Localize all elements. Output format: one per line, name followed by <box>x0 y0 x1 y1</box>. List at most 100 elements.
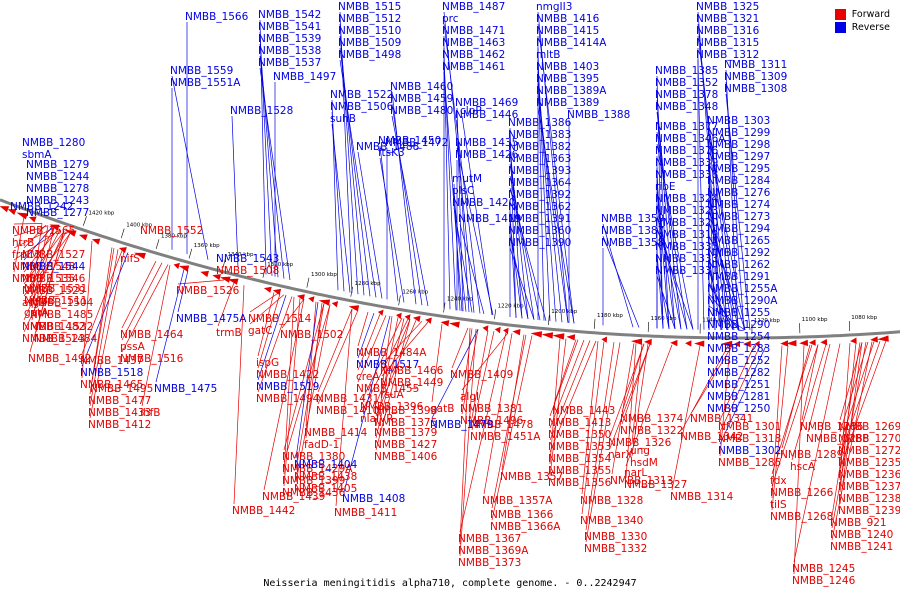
gene-label-crea: creA <box>356 371 380 383</box>
scale-tick-label: 1140 kbp <box>702 318 728 324</box>
gene-label-pssa: pssA <box>120 341 146 353</box>
forward-gene-arrow <box>449 321 460 328</box>
label-connector <box>456 147 494 316</box>
reverse-gene-arrow <box>112 230 115 237</box>
gene-label-nmbb-1280: NMBB_1280 <box>22 137 85 149</box>
label-connector <box>839 342 863 421</box>
gene-label-nmbb-1426: NMBB_1426 <box>455 149 519 161</box>
scale-tick-mark <box>120 228 125 239</box>
gene-label-nmbb-1383: NMBB_1383 <box>508 129 571 141</box>
scale-tick-mark <box>848 321 851 332</box>
label-connector <box>509 163 535 320</box>
gene-label-gatc: gatC <box>248 325 273 337</box>
forward-gene-arrow <box>79 234 88 241</box>
forward-gene-arrow <box>780 340 789 347</box>
gene-label-nmbb-1320: NMBB_1320 <box>655 217 718 229</box>
gene-label-nmbb-1355: NMBB_1355 <box>548 465 611 477</box>
gene-label-nmbb-1449: NMBB_1449 <box>380 377 443 389</box>
scale-tick-label: 1200 kbp <box>551 309 577 315</box>
gene-label-nmbb-1309: NMBB_1309 <box>724 71 787 83</box>
gene-label-nmbb-1485: NMBB_1485 <box>30 309 93 321</box>
forward-gene-arrow <box>220 276 231 283</box>
label-connector <box>391 103 423 306</box>
gene-label-nmbb-1284: NMBB_1284 <box>707 175 771 187</box>
gene-label-narl: narL <box>624 467 647 479</box>
forward-gene-arrow <box>396 312 402 320</box>
label-connector <box>375 319 411 405</box>
label-connector <box>357 315 387 383</box>
gene-label-nmbb-1512: NMBB_1512 <box>338 13 401 25</box>
gene-label-nmbb-1335: NMBB_1335 <box>655 241 718 253</box>
gene-label-nmbb-1450: NMBB_1450 <box>378 135 441 147</box>
gene-label-nmbb-1414: NMBB_1414 <box>304 427 368 439</box>
reverse-gene-arrow <box>433 305 435 313</box>
gene-label-nmbb-1403: NMBB_1403 <box>536 61 599 73</box>
forward-gene-arrow <box>348 305 360 312</box>
label-connector <box>725 93 751 331</box>
gene-label-nmbb-1332: NMBB_1332 <box>584 543 647 555</box>
reverse-gene-arrow <box>44 207 47 214</box>
forward-gene-arrow <box>173 262 180 270</box>
label-connector <box>13 216 25 273</box>
forward-gene-arrow <box>541 332 554 339</box>
gene-label-nmbb-1378: NMBB_1378 <box>655 89 718 101</box>
label-connector <box>357 311 369 347</box>
reverse-gene-arrow <box>344 290 346 297</box>
label-connector <box>81 240 93 379</box>
forward-gene-arrow <box>552 333 565 340</box>
gene-label-nmbb-1475a: NMBB_1475A <box>176 313 247 325</box>
gene-label-nmbb-1382: NMBB_1382 <box>508 141 571 153</box>
gene-label-nmbb-1526: NMBB_1526 <box>176 285 240 297</box>
label-connector <box>585 342 621 543</box>
label-connector <box>121 262 163 341</box>
forward-gene-arrow <box>482 325 489 332</box>
gene-label-nmbb-1471: NMBB_1471 <box>442 25 505 37</box>
gene-label-algi: algI <box>460 391 479 403</box>
gene-label-nmbb-1286: NMBB_1286 <box>800 421 864 433</box>
label-connector <box>631 343 643 445</box>
gene-label-nmbb-1415: NMBB_1415 <box>536 25 599 37</box>
gene-label-nmbb-1405: NMBB_1405 <box>294 483 357 495</box>
reverse-gene-arrow <box>461 309 463 317</box>
label-connector <box>317 309 359 405</box>
label-connector <box>451 327 469 369</box>
gene-label-nmbb-1270: NMBB_1270 <box>838 433 900 445</box>
gene-label-nmbb-1408: NMBB_1408 <box>342 493 405 505</box>
label-connector <box>375 319 411 451</box>
gene-label-nmbb-1290: NMBB_1290 <box>707 319 770 331</box>
gene-label-nmbb-1324: NMBB_1324 <box>655 193 719 205</box>
gene-label-nmbb-1375: NMBB_1375 <box>374 417 437 429</box>
scale-tick-mark <box>188 248 193 259</box>
label-connector <box>13 225 49 237</box>
gene-label-nmbb-1389a: NMBB_1389A <box>536 85 607 97</box>
gene-label-gatb: gatB <box>430 403 454 415</box>
gene-label-nmbb-1559: NMBB_1559 <box>170 65 233 77</box>
gene-arrows <box>0 206 889 348</box>
gene-label-nmbb-1366: NMBB_1366 <box>490 509 554 521</box>
gene-label-ung: ung <box>630 445 650 457</box>
reverse-gene-arrow <box>241 267 243 274</box>
legend-reverse: Reverse <box>834 21 890 34</box>
gene-label-nmbb-1427: NMBB_1427 <box>374 439 437 451</box>
label-connector <box>801 344 819 421</box>
gene-labels: NMBB_1566 NMBB_1542NMBB_1541NMBB_1539NMBB… <box>10 1 900 587</box>
label-connector <box>459 328 477 557</box>
forward-gene-arrow <box>0 206 10 213</box>
gene-label-mutm: mutM <box>452 173 482 185</box>
gene-label-nmbb-1388: NMBB_1388 <box>567 109 630 121</box>
label-connector <box>375 317 399 427</box>
label-connector <box>23 224 47 249</box>
label-connector <box>483 333 513 495</box>
gene-label-nmbb-1565: NMBB_1565 <box>12 225 75 237</box>
forward-gene-arrow <box>28 216 37 223</box>
label-connector <box>719 345 761 433</box>
gene-label-nmbb-1279: NMBB_1279 <box>26 159 89 171</box>
label-connector <box>471 331 495 431</box>
gene-label-nmbb-1508: NMBB_1508 <box>216 265 279 277</box>
scale-tick-label: 1180 kbp <box>597 313 623 319</box>
forward-gene-arrow <box>512 329 521 336</box>
reverse-gene-arrow <box>105 228 108 235</box>
gene-label-nmbb-1519: NMBB_1519 <box>256 381 319 393</box>
label-connector <box>537 107 575 324</box>
label-connector <box>339 47 371 297</box>
